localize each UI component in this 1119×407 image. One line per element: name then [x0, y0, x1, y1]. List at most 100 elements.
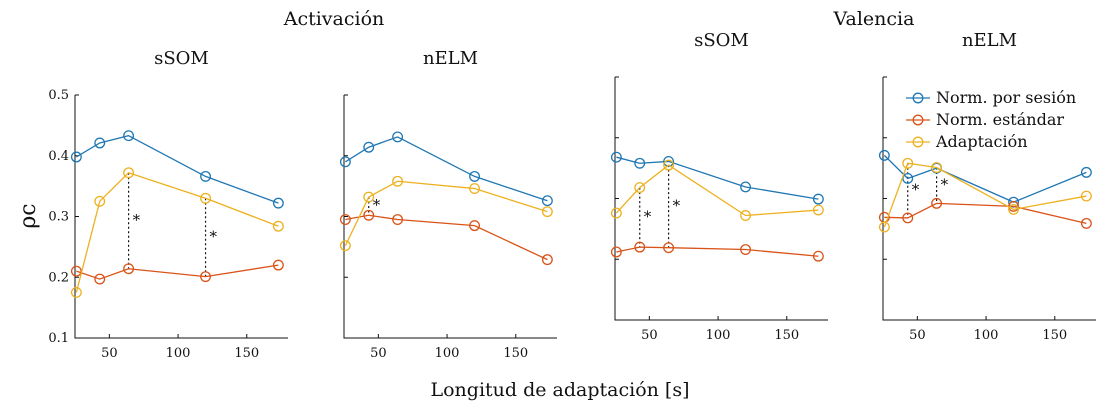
data-point	[469, 220, 480, 232]
data-point	[902, 212, 914, 224]
panel-title: nELM	[962, 30, 1017, 51]
series-line	[616, 156, 819, 200]
data-point	[878, 149, 890, 161]
data-point	[363, 191, 375, 203]
legend-entry: Adaptación	[906, 132, 1028, 151]
data-point	[541, 254, 553, 266]
data-point	[812, 193, 824, 205]
y-tick-label: 0.2	[48, 270, 69, 285]
data-point	[392, 175, 404, 187]
x-tick-label: 50	[909, 328, 926, 343]
data-point	[272, 197, 284, 209]
legend-entry: Norm. estándar	[906, 110, 1064, 129]
data-point	[200, 271, 211, 283]
significance-star: *	[644, 207, 652, 225]
data-point	[740, 181, 751, 193]
data-point	[1080, 190, 1092, 202]
y-tick-label: 0.3	[48, 210, 69, 225]
panel-4: nELM 50 100 150 * *	[878, 30, 1096, 343]
x-tick-label: 50	[101, 346, 118, 361]
x-axis-label: Longitud de adaptación [s]	[430, 379, 689, 401]
legend-label: Norm. por sesión	[936, 88, 1076, 107]
series-line	[616, 246, 819, 257]
data-point	[339, 214, 351, 225]
data-point	[931, 162, 943, 173]
x-tick-label: 100	[974, 328, 999, 343]
data-point	[94, 137, 106, 149]
data-point	[200, 170, 211, 182]
legend-marker	[912, 92, 924, 104]
panel-2: nELM 50 100 150 *	[339, 48, 557, 361]
data-point	[541, 206, 553, 218]
series-line	[345, 214, 548, 261]
data-point	[272, 259, 284, 271]
series-line	[883, 162, 1087, 228]
data-point	[200, 192, 211, 204]
series-line	[76, 264, 279, 280]
series-line	[344, 180, 548, 246]
series-line	[75, 172, 279, 293]
x-tick-label: 50	[370, 346, 387, 361]
significance-star: *	[373, 196, 381, 214]
data-point	[663, 155, 675, 167]
axis-lines	[614, 77, 828, 321]
x-tick-label: 150	[503, 346, 528, 361]
data-point	[123, 130, 135, 142]
data-point	[541, 195, 553, 207]
panel-title: sSOM	[694, 30, 749, 51]
significance-star: *	[133, 211, 141, 229]
y-tick-label: 0.5	[48, 88, 69, 103]
data-point	[123, 263, 135, 275]
data-point	[878, 221, 890, 233]
x-tick-label: 100	[706, 328, 731, 343]
data-point	[469, 183, 480, 195]
series-line	[345, 136, 548, 202]
data-point	[1080, 217, 1092, 229]
x-tick-label: 100	[435, 346, 460, 361]
data-point	[812, 250, 824, 262]
x-tick-label: 150	[1042, 328, 1067, 343]
data-point	[70, 151, 82, 163]
data-point	[339, 240, 351, 252]
legend-label: Norm. estándar	[936, 110, 1064, 129]
data-point	[740, 210, 751, 221]
data-point	[94, 273, 106, 285]
data-point	[610, 207, 622, 219]
panel-1: sSOM 0.1 0.2 0.3 0.4 0.5 50 100 150 * *	[48, 48, 288, 361]
legend-label: Adaptación	[935, 132, 1028, 151]
data-point	[610, 246, 622, 258]
series-line	[615, 164, 819, 217]
legend-marker	[912, 114, 924, 126]
data-point	[902, 157, 914, 169]
panel-title: sSOM	[154, 48, 209, 69]
group-title-activacion: Activación	[283, 8, 385, 30]
x-tick-label: 150	[774, 328, 799, 343]
data-point	[740, 244, 751, 255]
series-line	[884, 202, 1087, 225]
data-point	[931, 197, 943, 209]
y-tick-label: 0.4	[48, 149, 69, 164]
data-point	[634, 241, 646, 253]
group-title-valencia: Valencia	[833, 8, 915, 30]
panel-3: sSOM 50 100 150 * *	[610, 30, 828, 343]
legend-marker	[912, 136, 924, 148]
series-line	[76, 135, 279, 204]
data-point	[812, 204, 824, 216]
data-point	[469, 170, 480, 182]
data-point	[94, 195, 106, 207]
data-point	[123, 167, 135, 179]
legend: Norm. por sesión Norm. estándar Adaptación	[906, 88, 1076, 151]
panel-title: nELM	[423, 48, 478, 69]
significance-star: *	[912, 181, 920, 199]
significance-star: *	[210, 227, 218, 245]
x-tick-label: 100	[166, 346, 191, 361]
data-point	[902, 173, 914, 184]
data-point	[392, 131, 404, 143]
data-point	[70, 286, 82, 298]
x-tick-label: 50	[641, 328, 658, 343]
data-point	[1080, 166, 1092, 178]
data-point	[634, 157, 646, 169]
significance-star: *	[941, 175, 949, 193]
legend-entry: Norm. por sesión	[906, 88, 1076, 107]
data-point	[634, 182, 646, 194]
